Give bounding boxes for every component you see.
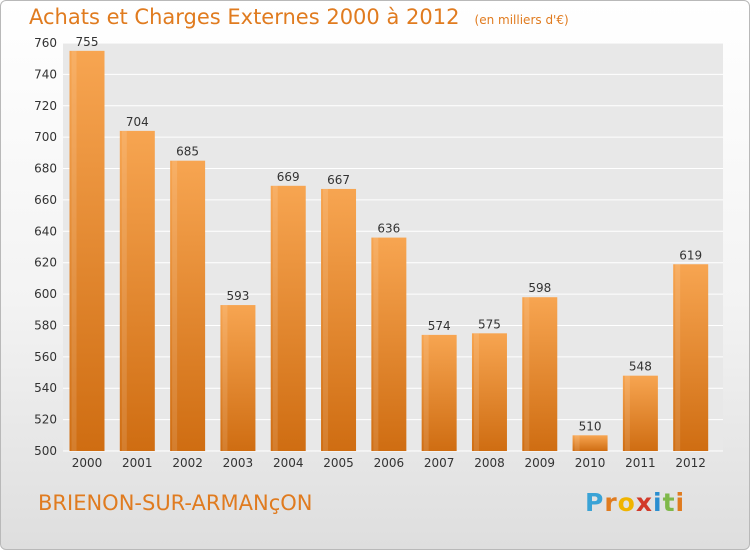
y-axis-ticks: 500 520 540 560 580 600 620 640 660 680 700 720 740 7… bbox=[34, 36, 57, 458]
chart-subtitle: (en milliers d'€) bbox=[474, 13, 569, 27]
bar-2002 bbox=[170, 160, 206, 451]
bar-2003 bbox=[220, 305, 256, 451]
bar-highlight bbox=[574, 435, 580, 451]
data-label-2001: 704 bbox=[126, 115, 149, 129]
x-tick-label: 2010 bbox=[575, 456, 606, 470]
y-tick-label: 600 bbox=[34, 287, 57, 301]
data-label-2011: 548 bbox=[629, 360, 652, 374]
y-tick-label: 740 bbox=[34, 67, 57, 81]
bar-highlight bbox=[373, 237, 379, 451]
logo-letter: x bbox=[635, 488, 653, 517]
y-tick-label: 620 bbox=[34, 256, 57, 270]
x-tick-label: 2009 bbox=[524, 456, 555, 470]
bar-2008 bbox=[471, 333, 507, 451]
bar-highlight bbox=[121, 130, 127, 451]
x-tick-label: 2000 bbox=[72, 456, 103, 470]
logo-letter: t bbox=[662, 488, 676, 517]
data-label-2002: 685 bbox=[176, 145, 199, 159]
bar-2004 bbox=[270, 185, 306, 452]
x-tick-label: 2001 bbox=[122, 456, 153, 470]
bar-2005 bbox=[321, 188, 357, 451]
bar-2009 bbox=[522, 297, 558, 451]
bar-highlight bbox=[323, 188, 329, 451]
bar-2011 bbox=[622, 375, 658, 451]
bar-2006 bbox=[371, 237, 407, 451]
bar-2012 bbox=[673, 264, 709, 451]
logo-letter: P bbox=[585, 488, 605, 517]
x-tick-label: 2008 bbox=[474, 456, 505, 470]
bar-highlight bbox=[675, 264, 681, 451]
y-tick-label: 660 bbox=[34, 193, 57, 207]
bar-highlight bbox=[524, 297, 530, 451]
y-tick-label: 540 bbox=[34, 381, 57, 395]
y-tick-label: 580 bbox=[34, 318, 57, 332]
chart-heading: Achats et Charges Externes 2000 à 2012 (… bbox=[29, 5, 569, 29]
y-tick-label: 560 bbox=[34, 350, 57, 364]
y-tick-label: 680 bbox=[34, 162, 57, 176]
bars bbox=[69, 50, 709, 452]
x-tick-label: 2007 bbox=[424, 456, 455, 470]
data-label-2012: 619 bbox=[679, 248, 702, 262]
data-label-2000: 755 bbox=[76, 35, 99, 49]
data-label-2005: 667 bbox=[327, 173, 350, 187]
logo-letter: i bbox=[653, 488, 663, 517]
x-tick-label: 2004 bbox=[273, 456, 304, 470]
y-tick-label: 500 bbox=[34, 444, 57, 458]
data-labels: 755 704 685 593 669 667 636 574 575 598 510 548 619 bbox=[76, 35, 703, 433]
bar-highlight bbox=[272, 185, 278, 452]
y-tick-label: 760 bbox=[34, 36, 57, 50]
x-tick-label: 2006 bbox=[374, 456, 405, 470]
bar-highlight bbox=[222, 305, 228, 451]
bar-highlight bbox=[624, 375, 630, 451]
x-tick-label: 2003 bbox=[223, 456, 254, 470]
bar-2010 bbox=[572, 435, 608, 451]
logo-letter: o bbox=[617, 488, 636, 517]
y-tick-label: 700 bbox=[34, 130, 57, 144]
y-tick-label: 720 bbox=[34, 99, 57, 113]
place-name: BRIENON-SUR-ARMANçON bbox=[38, 491, 313, 515]
bar-2001 bbox=[119, 130, 155, 451]
data-label-2008: 575 bbox=[478, 317, 501, 331]
x-axis-ticks: 2000 2001 2002 2003 2004 2005 2006 2007 2008 2009… bbox=[72, 456, 706, 470]
data-label-2004: 669 bbox=[277, 170, 300, 184]
bar-highlight bbox=[473, 333, 479, 451]
x-tick-label: 2005 bbox=[323, 456, 354, 470]
bar-2000 bbox=[69, 50, 105, 451]
logo-letter: i bbox=[675, 488, 686, 517]
bar-highlight bbox=[423, 334, 429, 451]
y-tick-label: 640 bbox=[34, 224, 57, 238]
x-tick-label: 2011 bbox=[625, 456, 656, 470]
bar-highlight bbox=[71, 50, 77, 451]
proxiti-logo[interactable]: Proxiti bbox=[585, 488, 685, 517]
y-tick-label: 520 bbox=[34, 413, 57, 427]
data-label-2010: 510 bbox=[579, 419, 602, 433]
chart-title: Achats et Charges Externes 2000 à 2012 bbox=[29, 5, 460, 29]
logo-letter: r bbox=[604, 488, 618, 517]
data-label-2006: 636 bbox=[377, 222, 400, 236]
x-tick-label: 2002 bbox=[172, 456, 203, 470]
data-label-2003: 593 bbox=[226, 289, 249, 303]
bar-2007 bbox=[421, 334, 457, 451]
data-label-2007: 574 bbox=[428, 319, 451, 333]
data-label-2009: 598 bbox=[528, 281, 551, 295]
bar-highlight bbox=[172, 160, 178, 451]
x-tick-label: 2012 bbox=[675, 456, 706, 470]
